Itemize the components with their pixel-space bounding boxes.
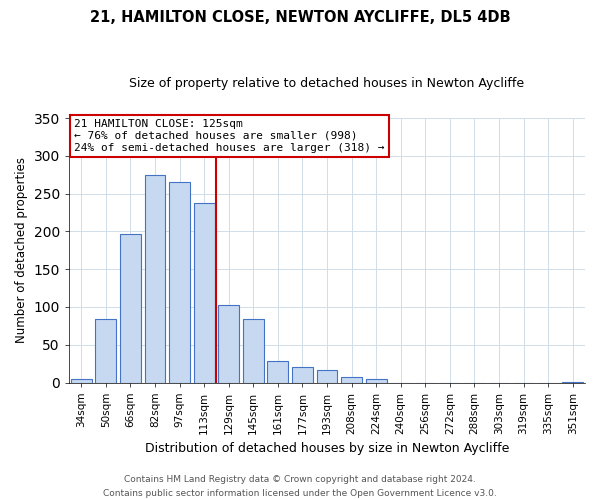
Y-axis label: Number of detached properties: Number of detached properties bbox=[15, 158, 28, 344]
Text: 21 HAMILTON CLOSE: 125sqm
← 76% of detached houses are smaller (998)
24% of semi: 21 HAMILTON CLOSE: 125sqm ← 76% of detac… bbox=[74, 120, 385, 152]
Bar bbox=[341, 377, 362, 382]
Bar bbox=[365, 378, 386, 382]
Bar bbox=[268, 362, 288, 382]
Bar bbox=[292, 368, 313, 382]
Bar bbox=[120, 234, 141, 382]
Bar bbox=[317, 370, 337, 382]
Bar bbox=[218, 304, 239, 382]
Bar bbox=[194, 204, 215, 382]
Bar bbox=[243, 319, 264, 382]
Text: Contains HM Land Registry data © Crown copyright and database right 2024.
Contai: Contains HM Land Registry data © Crown c… bbox=[103, 476, 497, 498]
Bar bbox=[169, 182, 190, 382]
Text: 21, HAMILTON CLOSE, NEWTON AYCLIFFE, DL5 4DB: 21, HAMILTON CLOSE, NEWTON AYCLIFFE, DL5… bbox=[89, 10, 511, 25]
Bar bbox=[145, 176, 166, 382]
X-axis label: Distribution of detached houses by size in Newton Aycliffe: Distribution of detached houses by size … bbox=[145, 442, 509, 455]
Bar bbox=[95, 319, 116, 382]
Bar bbox=[71, 378, 92, 382]
Title: Size of property relative to detached houses in Newton Aycliffe: Size of property relative to detached ho… bbox=[130, 78, 524, 90]
